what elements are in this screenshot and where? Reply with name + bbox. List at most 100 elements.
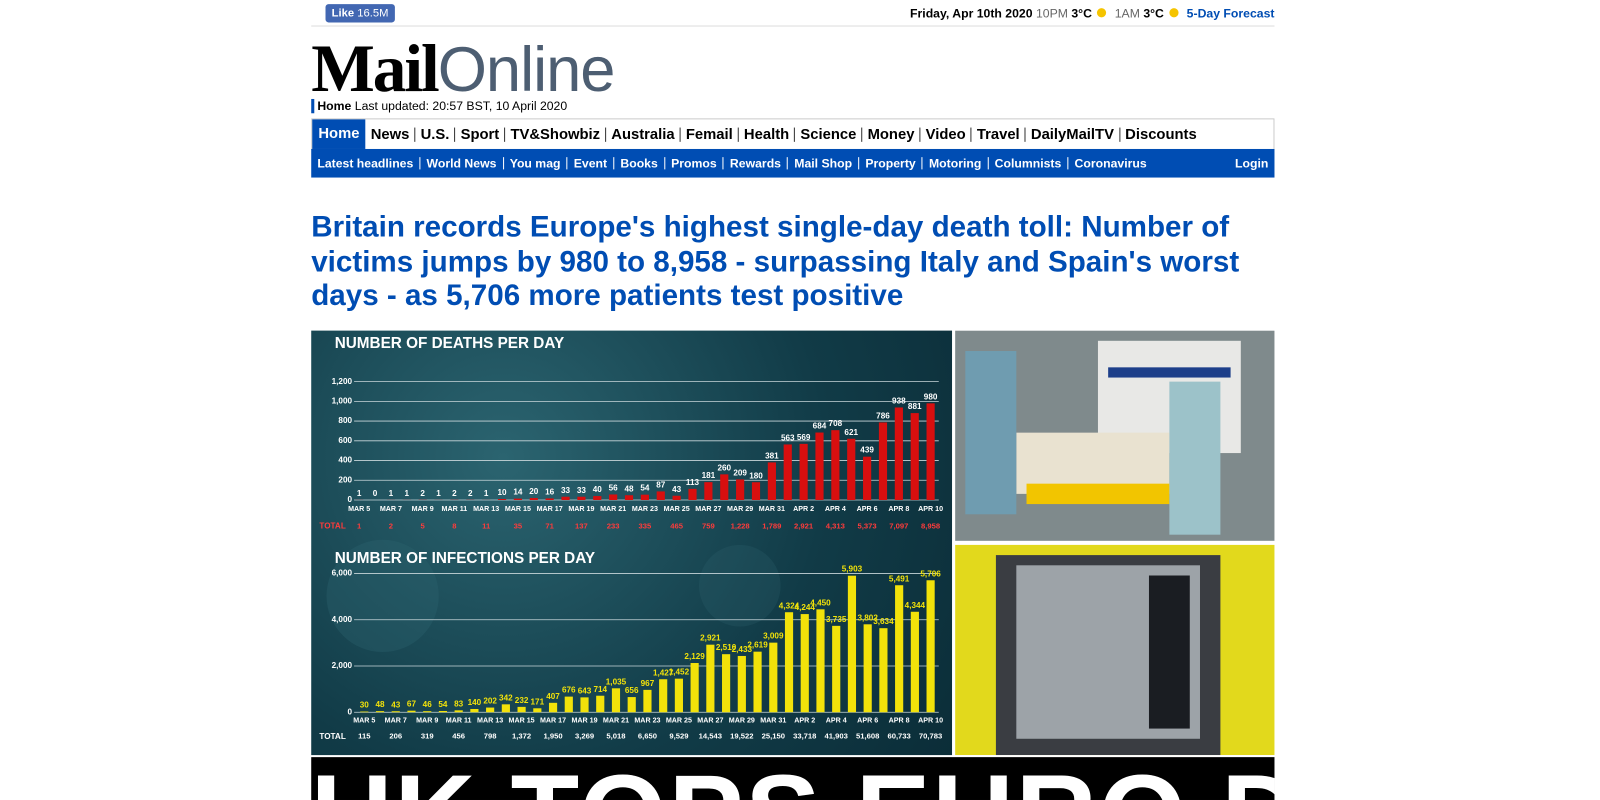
bar (815, 432, 824, 500)
total-label: 19,522 (730, 732, 753, 741)
last-updated: Last updated: 20:57 BST, 10 April 2020 (354, 98, 568, 114)
value-label: 3,802 (857, 613, 878, 622)
x-tick-label: APR 4 (826, 716, 847, 724)
nav-item[interactable]: Health (739, 127, 796, 142)
weather-time: 1AM (1114, 6, 1140, 21)
bar (391, 711, 400, 713)
bar (767, 462, 776, 500)
total-label: 41,903 (825, 732, 848, 741)
total-label: 70,783 (919, 732, 942, 741)
nav-item[interactable]: News (366, 127, 416, 142)
total-label: 6,650 (638, 732, 657, 741)
value-label: 83 (454, 699, 464, 708)
x-tick-label: MAR 15 (509, 716, 535, 724)
bar (609, 494, 618, 500)
value-label: 967 (641, 679, 655, 688)
subnav-item[interactable]: World News (420, 157, 504, 170)
subnav-item[interactable]: You mag (504, 157, 568, 170)
x-tick-label: MAR 19 (571, 716, 597, 724)
x-tick-label: MAR 11 (442, 505, 468, 513)
value-label: 3,735 (826, 615, 847, 624)
value-label: 10 (497, 488, 507, 497)
nav-item[interactable]: Money (862, 127, 921, 142)
subnav-item[interactable]: Latest headlines (311, 157, 421, 170)
total-label: 115 (358, 732, 371, 741)
subnav-item[interactable]: Promos (665, 157, 724, 170)
nav-item[interactable]: TV&Showbiz (505, 127, 607, 142)
bar (360, 711, 369, 713)
subnav-item[interactable]: Property (859, 157, 923, 170)
total-label: 35 (514, 522, 523, 531)
y-tick-label: 1,000 (332, 397, 353, 406)
subnav-item[interactable]: Motoring (923, 157, 989, 170)
nav-item[interactable]: U.S. (415, 127, 456, 142)
nav-item[interactable]: Sport (455, 127, 506, 142)
value-label: 3,634 (873, 617, 894, 626)
value-label: 5,903 (842, 565, 863, 574)
sun-icon (1097, 8, 1107, 18)
value-label: 643 (578, 686, 592, 695)
y-tick-label: 200 (338, 475, 352, 484)
x-tick-label: MAR 19 (568, 505, 594, 513)
bar (688, 488, 697, 500)
bar (596, 695, 605, 713)
subnav-item[interactable]: Books (614, 157, 665, 170)
value-label: 5,706 (920, 569, 941, 578)
nav-item[interactable]: DailyMailTV (1026, 127, 1121, 142)
like-text[interactable]: Like (331, 7, 355, 20)
subnav-item[interactable]: Coronavirus (1074, 156, 1147, 171)
y-tick-label: 4,000 (332, 615, 353, 624)
nav-item[interactable]: Australia (606, 127, 681, 142)
x-tick-label: MAR 25 (666, 716, 692, 724)
total-label: 798 (484, 732, 497, 741)
value-label: 1 (405, 489, 410, 498)
bar (497, 499, 507, 500)
medic (1169, 381, 1221, 535)
breadcrumb-home[interactable]: Home (317, 98, 352, 114)
subnav-item[interactable]: Event (568, 157, 615, 170)
bar (720, 474, 729, 500)
like-button[interactable]: Like 16.5M (325, 4, 395, 23)
subnav-item[interactable]: Mail Shop (788, 157, 860, 170)
photos (955, 330, 1275, 756)
value-label: 1 (389, 489, 394, 498)
bar (704, 482, 713, 500)
subnav-item[interactable]: Columnists (988, 157, 1069, 170)
bar (674, 678, 683, 713)
value-label: 0 (373, 489, 378, 498)
total-label: 33,718 (793, 732, 817, 741)
bar (753, 651, 762, 713)
nav-item[interactable]: Home (312, 119, 366, 149)
total-label: 14,543 (699, 732, 722, 741)
x-tick-label: MAR 7 (380, 505, 402, 513)
bar (545, 498, 554, 500)
value-label: 2,921 (700, 634, 721, 643)
nav-item[interactable]: Science (795, 127, 863, 142)
primary-nav: Home News U.S. Sport TV&Showbiz Australia Fema… (311, 118, 1275, 150)
bar (533, 708, 542, 713)
value-label: 1,035 (606, 677, 627, 686)
stretcher-frame (1026, 483, 1170, 505)
nav-item[interactable]: Video (921, 127, 972, 142)
forecast-link[interactable]: 5-Day Forecast (1186, 6, 1275, 21)
subnav-item[interactable]: Rewards (724, 157, 789, 170)
logo-online[interactable]: Online (437, 34, 616, 106)
value-label: 43 (391, 700, 401, 709)
value-label: 43 (672, 485, 682, 494)
value-label: 260 (717, 463, 731, 472)
value-label: 2 (420, 489, 425, 498)
value-label: 439 (860, 446, 874, 455)
logo-mail[interactable]: Mail (311, 31, 440, 107)
login-link[interactable]: Login (1235, 156, 1269, 171)
bar (423, 711, 432, 713)
sun-icon (1168, 8, 1179, 18)
value-label: 569 (797, 433, 811, 442)
headline[interactable]: Britain records Europe's highest single-… (311, 211, 1240, 313)
value-label: 708 (829, 419, 843, 428)
nav-item[interactable]: Travel (972, 127, 1026, 142)
bar (722, 654, 731, 713)
nav-item[interactable]: Femail (681, 127, 739, 142)
value-label: 4,450 (810, 598, 831, 607)
nav-item[interactable]: Discounts (1125, 126, 1197, 143)
logo[interactable]: MailOnline (311, 31, 615, 106)
